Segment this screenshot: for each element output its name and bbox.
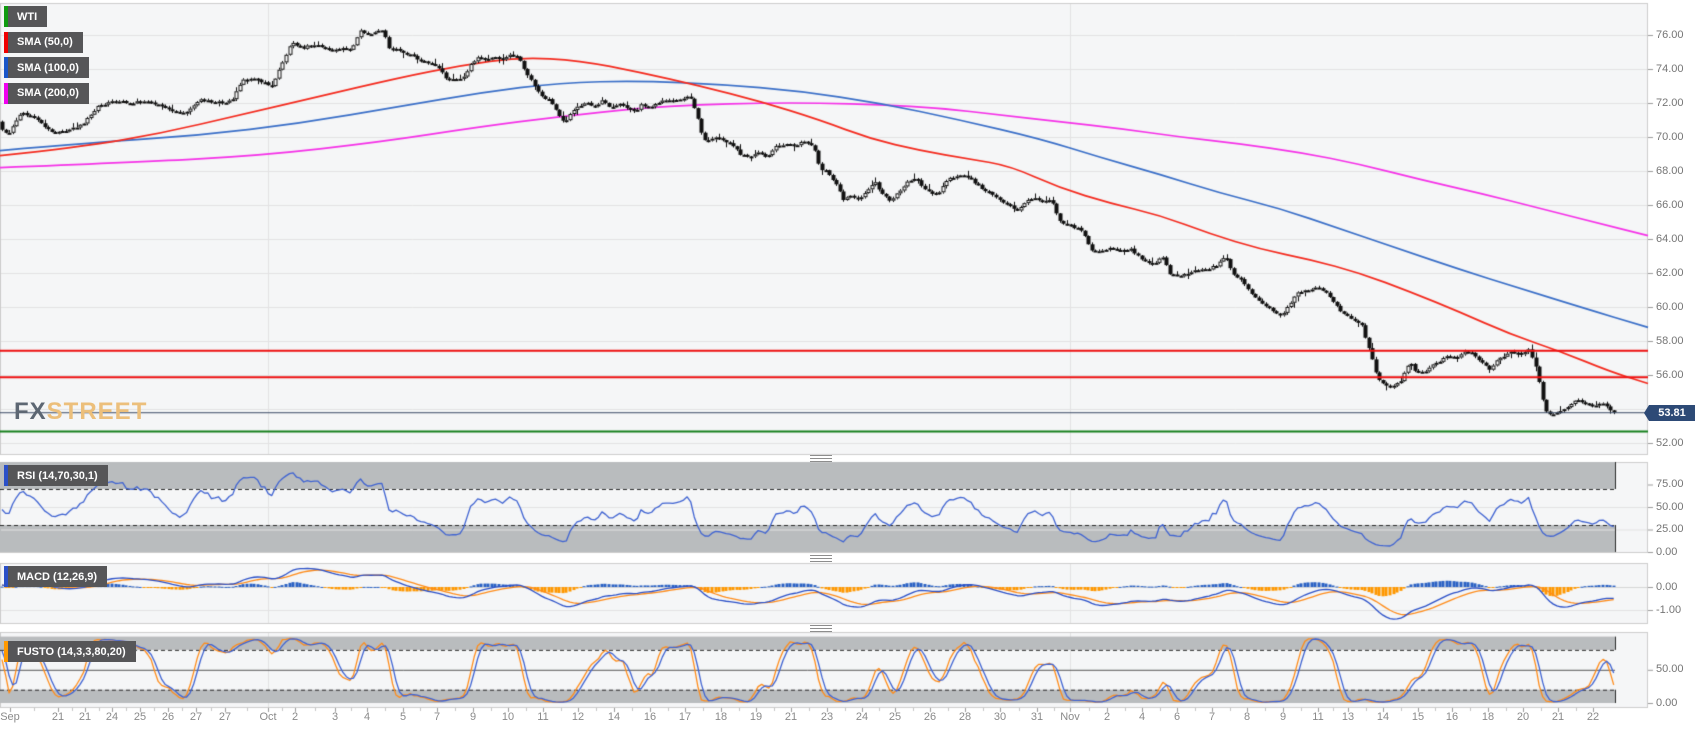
time-tick-label: 28 <box>958 711 972 723</box>
time-tick-label: 21 <box>1551 711 1565 723</box>
fusto-settings-badge[interactable]: FUSTO (14,3,3,80,20) <box>4 641 136 662</box>
time-tick-label: 15 <box>1411 711 1425 723</box>
price-tick-label: 70.00 <box>1656 130 1684 143</box>
price-tick-label: 68.00 <box>1656 164 1684 177</box>
time-tick-label: 27 <box>218 711 232 723</box>
price-tick-label: 72.00 <box>1656 96 1684 109</box>
price-tick-label: 62.00 <box>1656 266 1684 279</box>
time-tick-label: 19 <box>749 711 763 723</box>
legend-item-label: SMA (100,0) <box>17 61 79 74</box>
time-tick-label: 16 <box>1445 711 1459 723</box>
price-tick-label: 0.00 <box>1656 545 1678 558</box>
legend-item-sma-50-0-[interactable]: SMA (50,0) <box>4 31 83 53</box>
price-tick-label: 56.00 <box>1656 368 1684 381</box>
legend-item-sma-200-0-[interactable]: SMA (200,0) <box>4 82 89 104</box>
time-tick-label: 2 <box>1103 711 1111 723</box>
price-tick-label: 0.00 <box>1656 580 1678 593</box>
time-tick-label: 21 <box>784 711 798 723</box>
price-badge-notch <box>1644 405 1649 421</box>
legend-item-sma-100-0-[interactable]: SMA (100,0) <box>4 57 89 78</box>
price-tick-label: 66.00 <box>1656 198 1684 211</box>
time-tick-label: 7 <box>433 711 441 723</box>
last-price-value: 53.81 <box>1658 407 1686 419</box>
time-tick-label: 4 <box>1138 711 1146 723</box>
time-tick-label: 20 <box>1516 711 1530 723</box>
price-tick-label: 60.00 <box>1656 300 1684 313</box>
time-tick-label: 2 <box>291 711 299 723</box>
indicator-color-bar <box>4 465 8 486</box>
time-tick-label: Oct <box>259 711 277 723</box>
legend-item-wti[interactable]: WTI <box>4 6 48 27</box>
rsi-settings-badge[interactable]: RSI (14,70,30,1) <box>4 465 108 486</box>
time-tick-label: 23 <box>820 711 834 723</box>
time-tick-label: 4 <box>363 711 371 723</box>
price-tick-label: 76.00 <box>1656 28 1684 41</box>
time-tick-label: 16 <box>643 711 657 723</box>
time-tick-label: 11 <box>1312 711 1324 723</box>
time-tick-label: 3 <box>331 711 339 723</box>
watermark-street: STREET <box>46 398 148 425</box>
legend-item-label: WTI <box>17 10 38 23</box>
panel-resize-handle[interactable] <box>810 625 832 632</box>
watermark-fx: FX <box>14 398 47 425</box>
price-tick-label: 52.00 <box>1656 436 1684 449</box>
price-tick-label: 50.00 <box>1656 500 1684 513</box>
indicator-color-bar <box>4 641 8 662</box>
time-tick-label: Nov <box>1060 711 1080 723</box>
time-tick-label: 10 <box>501 711 515 723</box>
price-tick-label: -1.00 <box>1656 603 1682 616</box>
indicator-label: FUSTO (14,3,3,80,20) <box>17 645 126 658</box>
time-tick-label: 18 <box>1481 711 1495 723</box>
time-tick-label: Sep <box>0 711 20 723</box>
legend-item-label: SMA (200,0) <box>17 87 79 99</box>
time-tick-label: 7 <box>1208 711 1216 723</box>
time-tick-label: 25 <box>888 711 902 723</box>
legend-color-bar <box>4 82 8 104</box>
time-tick-label: 8 <box>1243 711 1251 723</box>
time-tick-label: 24 <box>855 711 869 723</box>
time-tick-label: 5 <box>399 711 407 723</box>
fxstreet-watermark: FXSTREET <box>14 398 147 426</box>
indicator-label: MACD (12,26,9) <box>17 570 98 583</box>
legend-color-bar <box>4 57 8 78</box>
legend-color-bar <box>4 6 8 27</box>
legend-item-label: SMA (50,0) <box>17 36 73 48</box>
time-tick-label: 14 <box>1376 711 1390 723</box>
price-tick-label: 58.00 <box>1656 334 1684 347</box>
price-tick-label: 74.00 <box>1656 62 1684 75</box>
price-tick-label: 0.00 <box>1656 696 1678 709</box>
time-tick-label: 21 <box>51 711 65 723</box>
time-tick-label: 9 <box>469 711 477 723</box>
time-tick-label: 22 <box>1586 711 1600 723</box>
time-tick-label: 27 <box>189 711 203 723</box>
time-tick-label: 17 <box>678 711 692 723</box>
price-tick-label: 64.00 <box>1656 232 1684 245</box>
price-tick-label: 50.00 <box>1656 663 1684 676</box>
time-tick-label: 26 <box>923 711 937 723</box>
time-tick-label: 24 <box>105 711 119 723</box>
panel-resize-handle[interactable] <box>810 455 832 462</box>
time-tick-label: 18 <box>714 711 728 723</box>
macd-settings-badge[interactable]: MACD (12,26,9) <box>4 566 108 587</box>
legend-color-bar <box>4 31 8 53</box>
price-tick-label: 25.00 <box>1656 523 1684 535</box>
time-tick-label: 30 <box>993 711 1007 723</box>
time-tick-label: 6 <box>1173 711 1181 723</box>
time-tick-label: 25 <box>133 711 147 723</box>
time-tick-label: 31 <box>1030 711 1044 723</box>
time-tick-label: 11 <box>537 711 549 723</box>
time-tick-label: 21 <box>78 711 92 723</box>
price-tick-label: 75.00 <box>1656 478 1684 490</box>
time-tick-label: 14 <box>607 711 621 723</box>
panel-resize-handle[interactable] <box>810 555 832 562</box>
indicator-color-bar <box>4 566 8 587</box>
time-tick-label: 13 <box>1341 711 1355 723</box>
time-tick-label: 9 <box>1279 711 1287 723</box>
time-tick-label: 12 <box>571 711 585 723</box>
last-price-badge: 53.81 <box>1644 405 1695 421</box>
indicator-label: RSI (14,70,30,1) <box>17 469 98 482</box>
time-tick-label: 26 <box>161 711 175 723</box>
